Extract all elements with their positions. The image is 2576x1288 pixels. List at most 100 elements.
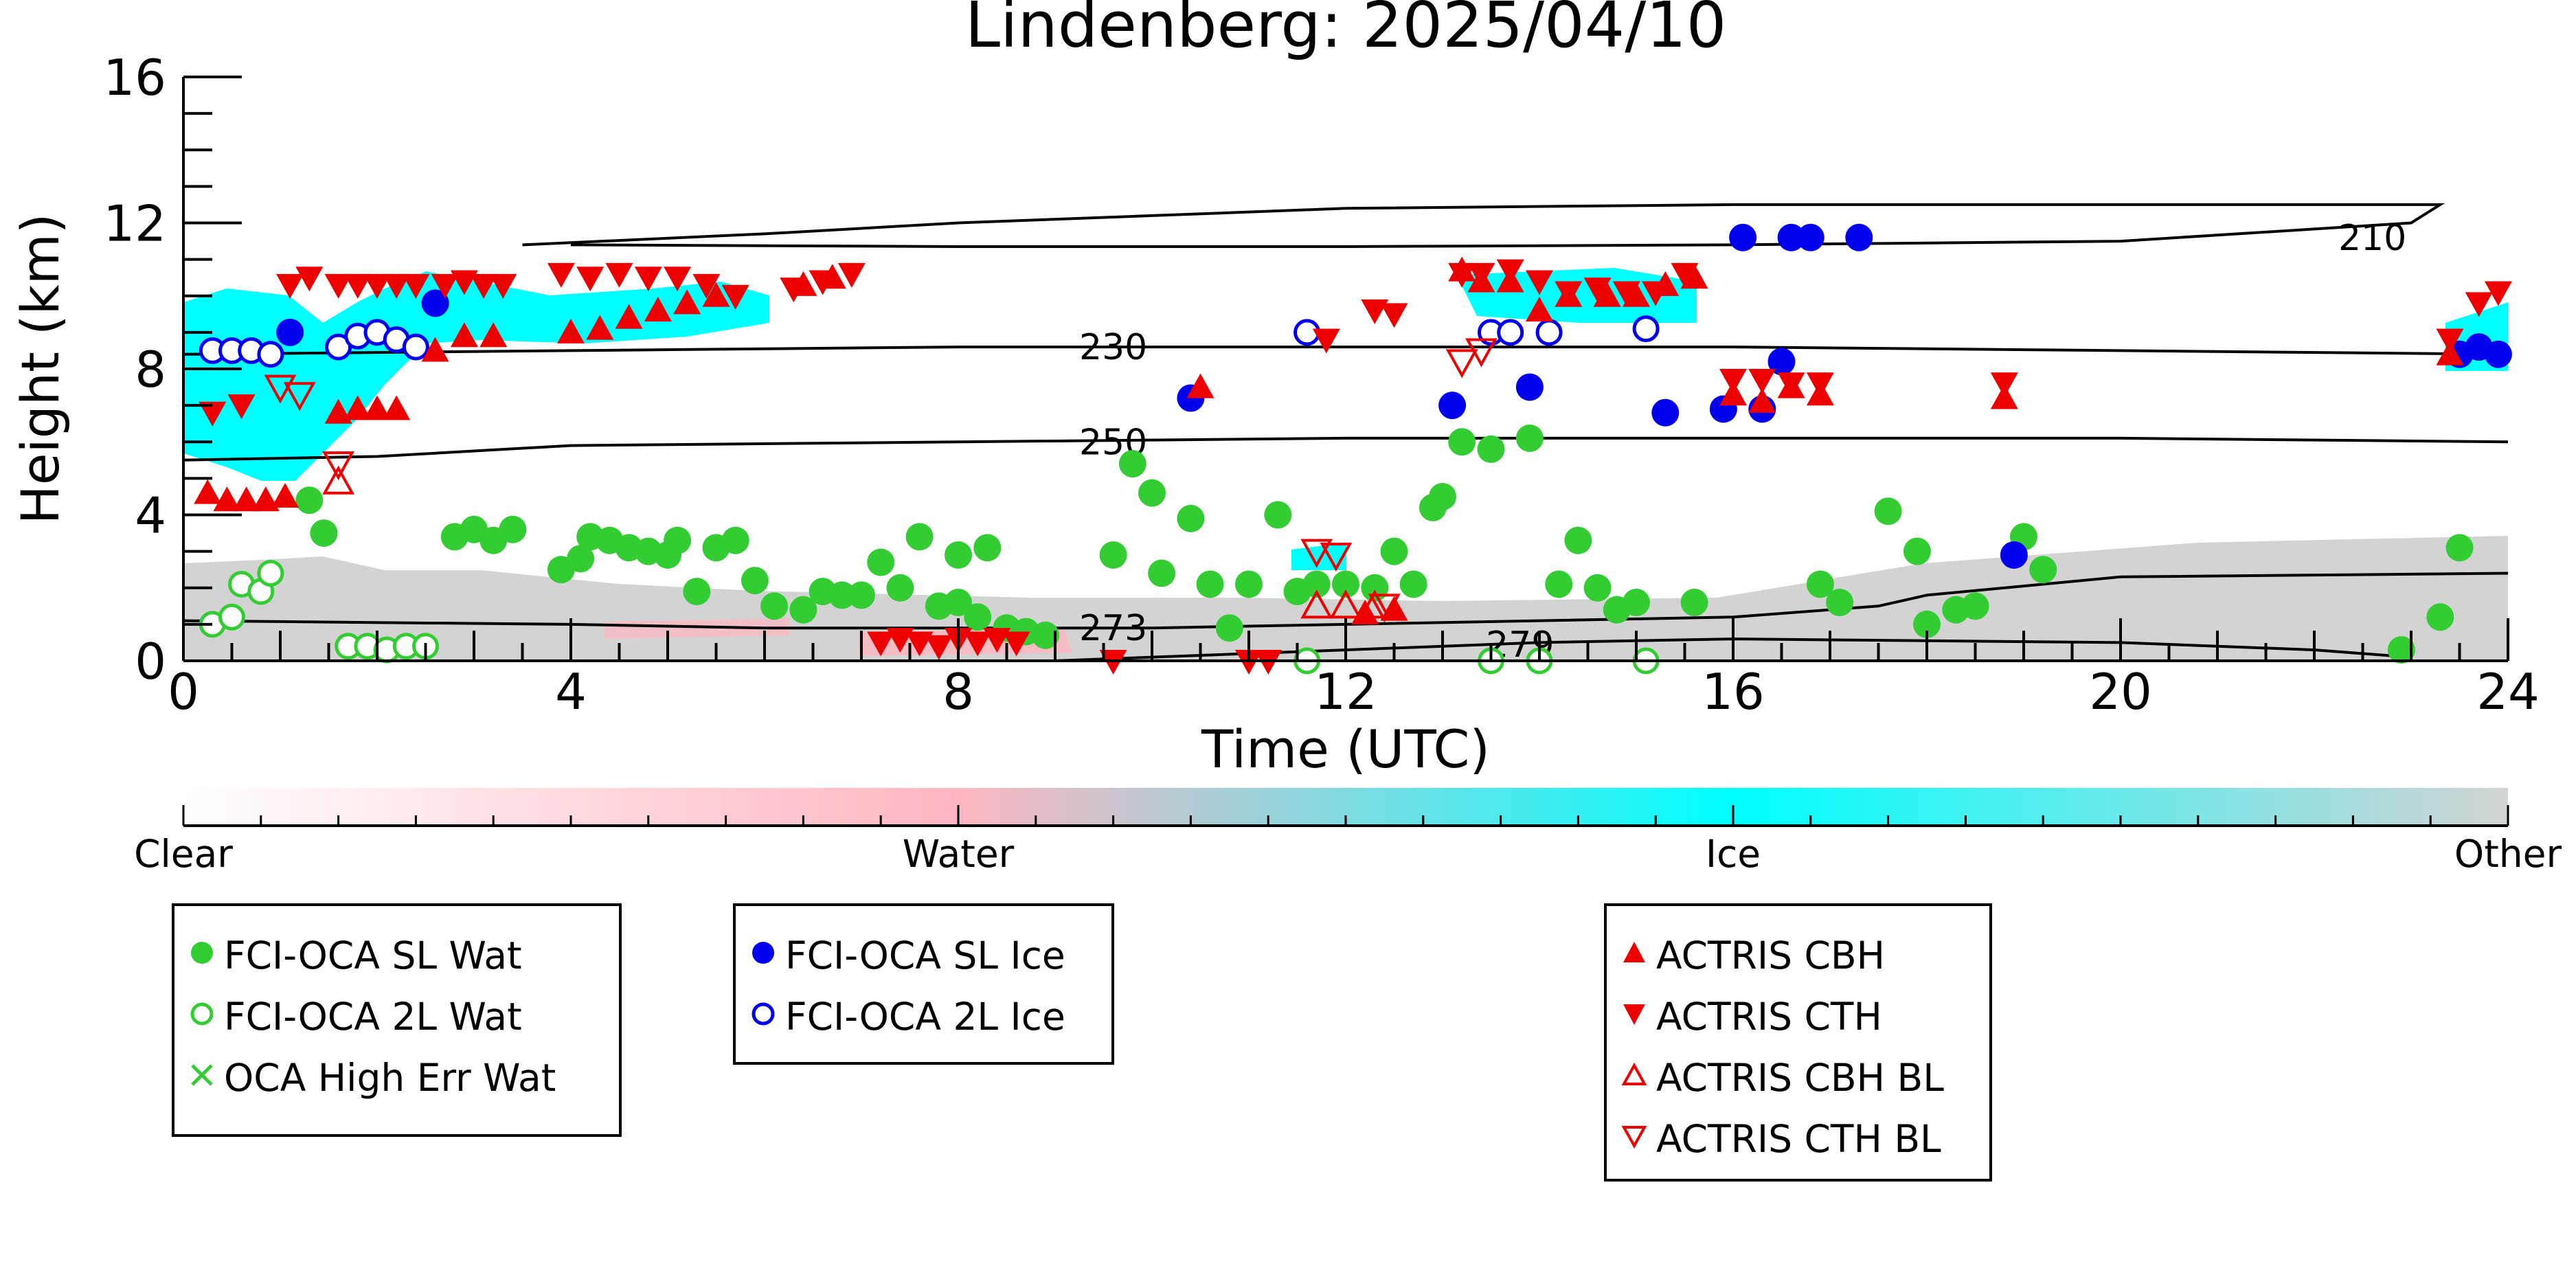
triangle-up-icon: [1623, 942, 1645, 962]
y-tick-label: 12: [103, 195, 166, 253]
data-point: [2029, 556, 2057, 584]
y-tick-label: 4: [135, 487, 166, 545]
open-circle-icon: [752, 1002, 775, 1026]
data-point: [1496, 259, 1524, 284]
data-point: [809, 270, 837, 295]
water-phase-region: [605, 618, 790, 639]
data-point: [1118, 450, 1146, 478]
data-point: [1215, 614, 1243, 642]
data-point: [1796, 223, 1824, 251]
data-point: [421, 289, 449, 317]
data-point: [1526, 297, 1553, 321]
data-point: [1148, 559, 1176, 587]
data-point: [760, 592, 789, 620]
data-point: [1300, 539, 1333, 568]
data-point: [1465, 338, 1498, 368]
legend-label: FCI-OCA 2L Wat: [224, 995, 522, 1039]
legend-item: FCI-OCA 2L Ice: [736, 986, 1111, 1048]
open-circle-icon: [190, 1002, 214, 1026]
data-point: [1186, 373, 1214, 398]
data-point: [1300, 589, 1333, 619]
legend-label: FCI-OCA 2L Ice: [785, 995, 1065, 1039]
data-point: [251, 486, 280, 512]
data-point: [973, 534, 1002, 562]
series-actris-cth-bl: [264, 338, 1498, 623]
legend-item: FCI-OCA SL Ice: [736, 925, 1111, 986]
data-point: [1438, 392, 1467, 420]
data-point: [310, 519, 338, 547]
data-point: [322, 451, 354, 481]
data-point: [1361, 300, 1389, 324]
colorbar-label: Water: [903, 832, 1015, 876]
data-point: [2000, 541, 2028, 569]
data-point: [1138, 479, 1166, 507]
data-point: [634, 267, 662, 292]
data-point: [479, 322, 508, 348]
data-point: [983, 628, 1011, 653]
data-point: [383, 273, 411, 299]
data-point: [1642, 281, 1670, 306]
colorbar-label: Other: [2454, 832, 2562, 876]
data-point: [431, 273, 459, 299]
contour-label: 210: [2338, 218, 2406, 259]
data-point: [1913, 610, 1941, 638]
data-point: [1680, 589, 1708, 616]
data-point: [402, 273, 430, 299]
data-point: [692, 273, 721, 299]
legend-item: FCI-OCA 2L Wat: [174, 986, 619, 1048]
data-point: [945, 541, 972, 569]
data-point: [324, 398, 352, 424]
data-point: [945, 589, 972, 616]
data-point: [2387, 636, 2415, 664]
filled-circle-icon: [752, 942, 774, 964]
data-point: [586, 315, 614, 340]
data-point: [1196, 570, 1224, 598]
data-point: [964, 603, 992, 631]
data-point: [1467, 262, 1495, 288]
data-point: [1593, 282, 1621, 307]
data-point: [218, 603, 245, 631]
series-actris-cbh-bl: [322, 465, 1391, 619]
legend-label: FCI-OCA SL Ice: [785, 934, 1065, 978]
data-point: [1380, 537, 1408, 565]
y-ticks: 0 4 8 12 16: [103, 49, 242, 690]
data-point: [828, 581, 856, 609]
legend-item: FCI-OCA SL Wat: [174, 925, 619, 986]
data-point: [324, 273, 352, 299]
data-point: [721, 526, 749, 554]
data-point: [1526, 270, 1553, 295]
data-point: [964, 631, 992, 657]
colorbar-label: Ice: [1706, 832, 1761, 876]
data-point: [1961, 592, 1989, 620]
data-point: [227, 394, 256, 420]
y-axis-label: Height (km): [10, 214, 71, 525]
data-point: [867, 631, 895, 657]
data-point: [1320, 542, 1353, 572]
data-point: [1748, 387, 1776, 413]
data-point: [1399, 570, 1427, 598]
series-fci-oca-2l-ice: [199, 315, 1660, 368]
data-point: [1990, 372, 2018, 398]
data-point: [905, 631, 934, 657]
data-point: [1099, 541, 1127, 569]
x-tick-label: 16: [1702, 663, 1765, 721]
data-point: [1477, 435, 1505, 463]
data-point: [257, 560, 284, 587]
data-point: [1845, 223, 1873, 251]
data-point: [1623, 589, 1650, 616]
legend-label: ACTRIS CBH: [1656, 934, 1885, 978]
contour-line-250: [183, 436, 2508, 462]
data-point: [721, 284, 749, 310]
data-point: [1515, 373, 1544, 401]
y-tick-label: 0: [135, 633, 166, 690]
legend-label: ACTRIS CTH BL: [1656, 1117, 1941, 1161]
contour-line-230: [183, 346, 2508, 356]
data-point: [295, 486, 324, 515]
data-point: [2436, 328, 2464, 354]
x-tick-label: 8: [942, 663, 974, 721]
data-point: [848, 581, 875, 609]
x-marker-icon: [191, 1064, 213, 1086]
data-point: [1612, 281, 1640, 306]
legend-ice: FCI-OCA SL Ice FCI-OCA 2L Ice: [733, 903, 1114, 1065]
